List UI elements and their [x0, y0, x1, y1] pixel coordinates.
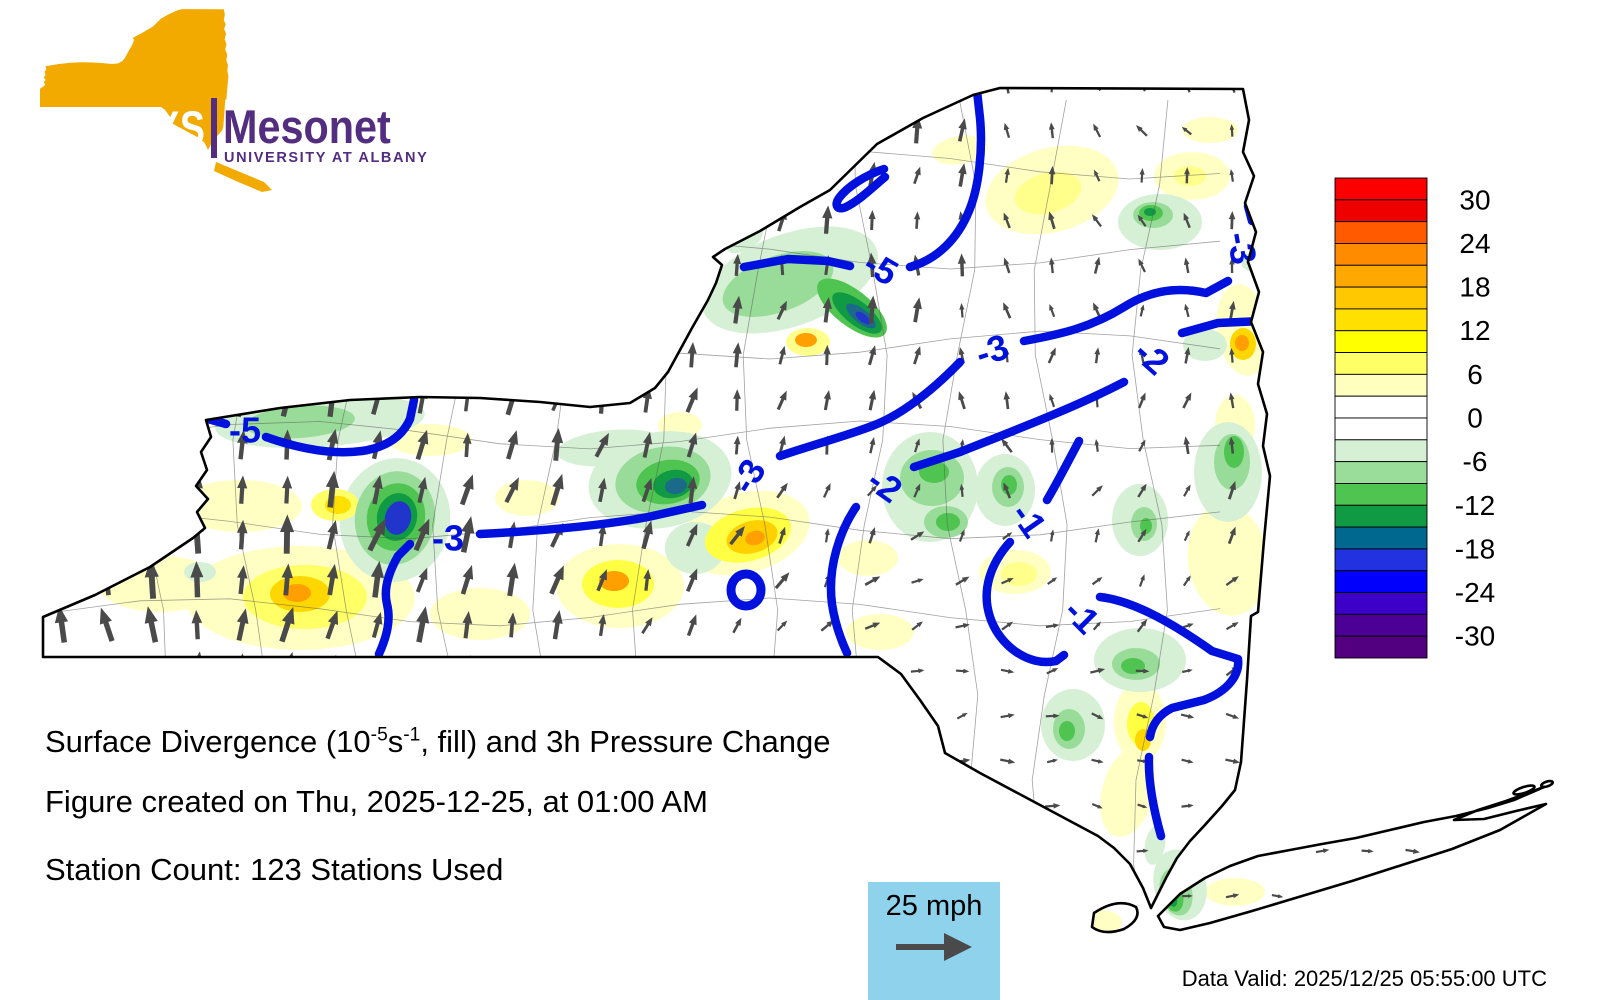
wind-legend-label: 25 mph [885, 890, 983, 922]
zero-contour-ring [726, 569, 766, 611]
colorbar: 30 24 18 12 6 0 -6 -12 -18 -24 -30 [1334, 177, 1495, 659]
colorbar-tick-label: 6 [1467, 359, 1483, 390]
title-superscript-1: -5 [370, 724, 388, 746]
logo-subtitle: UNIVERSITY AT ALBANY [224, 150, 429, 166]
colorbar-tick-label: -12 [1455, 490, 1495, 521]
logo-nys-text: NYS [126, 101, 206, 154]
colorbar-tick-label: -18 [1455, 533, 1495, 564]
title-suffix: , fill) and 3h Pressure Change [420, 724, 831, 759]
colorbar-tick-label: -6 [1463, 446, 1488, 477]
svg-text:-3: -3 [432, 518, 464, 559]
svg-text:-3: -3 [1219, 229, 1265, 268]
title-superscript-2: -1 [403, 724, 421, 746]
colorbar-tick-label: -24 [1455, 577, 1495, 608]
state-outline [41, 86, 1555, 934]
svg-text:-3: -3 [970, 326, 1013, 375]
colorbar-tick-label: 12 [1459, 315, 1490, 346]
colorbar-tick-label: -30 [1455, 621, 1495, 652]
title-mid: s [387, 724, 404, 759]
colorbar-tick-label: 24 [1459, 228, 1490, 259]
colorbar-tick-label: 30 [1459, 184, 1490, 215]
figure-created-text: Figure created on Thu, 2025-12-25, at 01… [45, 784, 708, 819]
nys-mesonet-logo: NYS Mesonet UNIVERSITY AT ALBANY [17, 0, 460, 200]
station-count-text: Station Count: 123 Stations Used [45, 852, 504, 887]
logo-mesonet-text: Mesonet [223, 100, 391, 153]
title-prefix: Surface Divergence (10 [45, 724, 371, 759]
wind-legend-arrow-icon [896, 933, 972, 961]
figure-title: Surface Divergence (10-5s-1, fill) and 3… [45, 724, 830, 760]
wind-speed-legend: 25 mph [868, 882, 1000, 1000]
ny-state-logo-icon [17, 9, 272, 192]
colorbar-tick-label: 0 [1467, 403, 1483, 434]
logo-divider [211, 98, 217, 158]
data-valid-timestamp: Data Valid: 2025/12/25 05:55:00 UTC [1181, 966, 1547, 991]
colorbar-tick-label: 18 [1459, 272, 1490, 303]
